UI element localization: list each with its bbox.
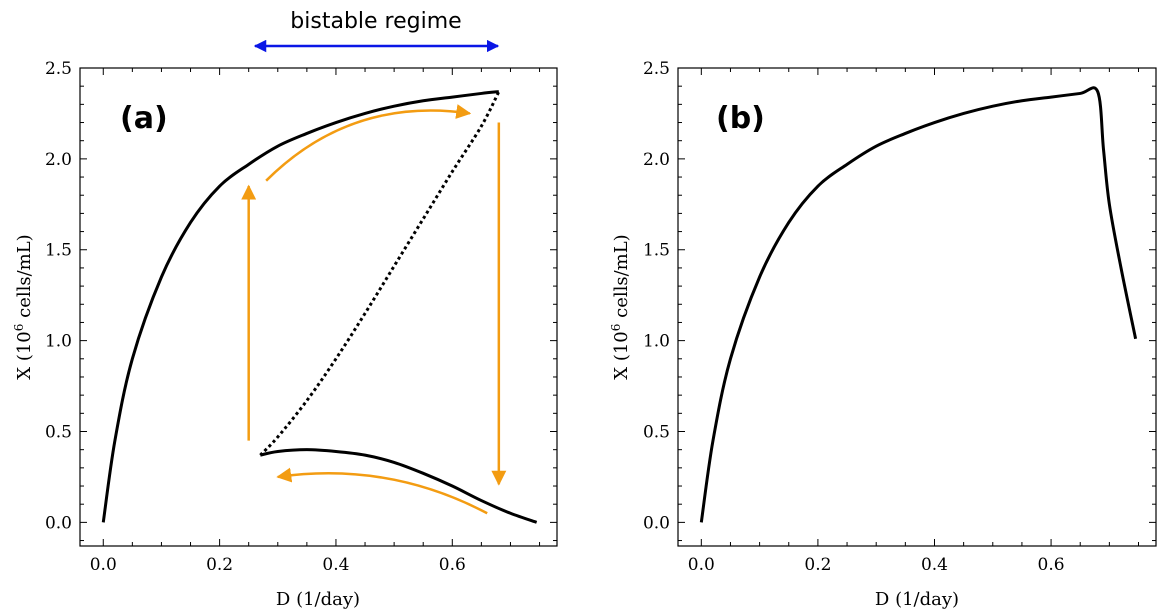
y-label-part-1: X (10 (14, 331, 35, 379)
stable-branch-line (101, 90, 499, 523)
axis-ticks (80, 67, 557, 546)
panel-b: 0.0 0.2 0.4 0.6 0.0 0.5 1.0 1.5 2.0 2.5 (b) D (1/… (609, 59, 1157, 610)
x-tick-label: 0.6 (439, 555, 466, 575)
tick-labels: 0.0 0.2 0.4 0.6 0.0 0.5 1.0 1.5 2.0 2.5 (643, 59, 1065, 575)
series-group (101, 90, 538, 524)
y-axis-label: X (106 cells/mL) (12, 234, 35, 379)
bistable-annotation: bistable regime (253, 9, 500, 53)
x-tick-label: 0.6 (1038, 555, 1065, 575)
panel-label: (b) (716, 101, 765, 136)
bistable-regime-text: bistable regime (290, 9, 461, 34)
hysteresis-arrows (241, 104, 507, 515)
y-tick-label: 1.5 (45, 241, 72, 261)
y-label-part-2: cells/mL) (14, 234, 35, 323)
y-tick-label: 2.5 (643, 59, 670, 79)
stable-branch-line (259, 448, 538, 524)
tick-labels: 0.0 0.2 0.4 0.6 0.0 0.5 1.0 1.5 2.0 2.5 (45, 59, 466, 575)
y-tick-label: 1.0 (45, 332, 72, 352)
plot-frame (677, 67, 1157, 547)
x-tick-label: 0.0 (688, 555, 715, 575)
y-tick-label: 0.0 (45, 513, 72, 533)
y-label-part-2: cells/mL) (611, 234, 632, 323)
panel-label: (a) (120, 101, 168, 136)
hysteresis-arrow (276, 467, 488, 515)
y-label-exponent: 6 (12, 324, 26, 332)
y-axis-label: X (106 cells/mL) (609, 234, 632, 379)
panel-a: 0.0 0.2 0.4 0.6 0.0 0.5 1.0 1.5 2.0 2.5 (a) D (1/… (12, 59, 558, 610)
x-tick-label: 0.4 (322, 555, 349, 575)
y-tick-label: 2.0 (643, 150, 670, 170)
axis-ticks (678, 67, 1156, 546)
x-axis-label: D (1/day) (276, 589, 360, 610)
hysteresis-arrow (265, 104, 472, 182)
plot-frame (79, 67, 558, 547)
y-tick-label: 2.5 (45, 59, 72, 79)
y-tick-label: 0.5 (45, 422, 72, 442)
y-tick-label: 2.0 (45, 150, 72, 170)
unstable-branch-line (259, 90, 501, 457)
y-tick-label: 1.5 (643, 241, 670, 261)
x-tick-label: 0.2 (804, 555, 831, 575)
y-label-part-1: X (10 (611, 331, 632, 379)
x-axis-label: D (1/day) (875, 589, 959, 610)
series-group (699, 86, 1138, 523)
y-label-exponent: 6 (609, 324, 623, 332)
x-tick-label: 0.0 (90, 555, 117, 575)
y-tick-label: 1.0 (643, 332, 670, 352)
x-tick-label: 0.2 (206, 555, 233, 575)
y-tick-label: 0.5 (643, 422, 670, 442)
x-tick-label: 0.4 (921, 555, 948, 575)
y-tick-label: 0.0 (643, 513, 670, 533)
stable-branch-line (699, 86, 1138, 523)
